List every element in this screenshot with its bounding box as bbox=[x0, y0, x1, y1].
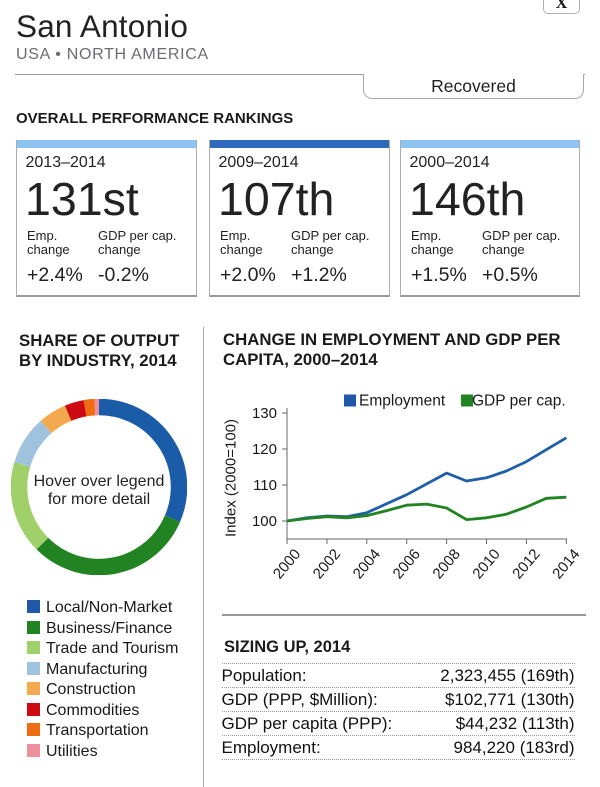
svg-text:120: 120 bbox=[252, 441, 277, 458]
svg-text:2014: 2014 bbox=[549, 546, 583, 582]
svg-text:2008: 2008 bbox=[429, 546, 463, 582]
svg-text:Index (2000=100): Index (2000=100) bbox=[223, 419, 240, 537]
svg-text:130: 130 bbox=[252, 405, 277, 422]
svg-text:2012: 2012 bbox=[509, 546, 543, 582]
svg-text:2004: 2004 bbox=[350, 546, 384, 582]
svg-text:2010: 2010 bbox=[469, 546, 503, 582]
svg-text:Employment: Employment bbox=[359, 393, 446, 410]
svg-text:2000: 2000 bbox=[270, 546, 304, 582]
svg-text:110: 110 bbox=[253, 477, 277, 494]
svg-text:GDP per cap.: GDP per cap. bbox=[472, 393, 566, 410]
svg-text:2006: 2006 bbox=[390, 546, 424, 582]
svg-text:100: 100 bbox=[252, 513, 277, 530]
svg-text:2002: 2002 bbox=[310, 546, 344, 582]
